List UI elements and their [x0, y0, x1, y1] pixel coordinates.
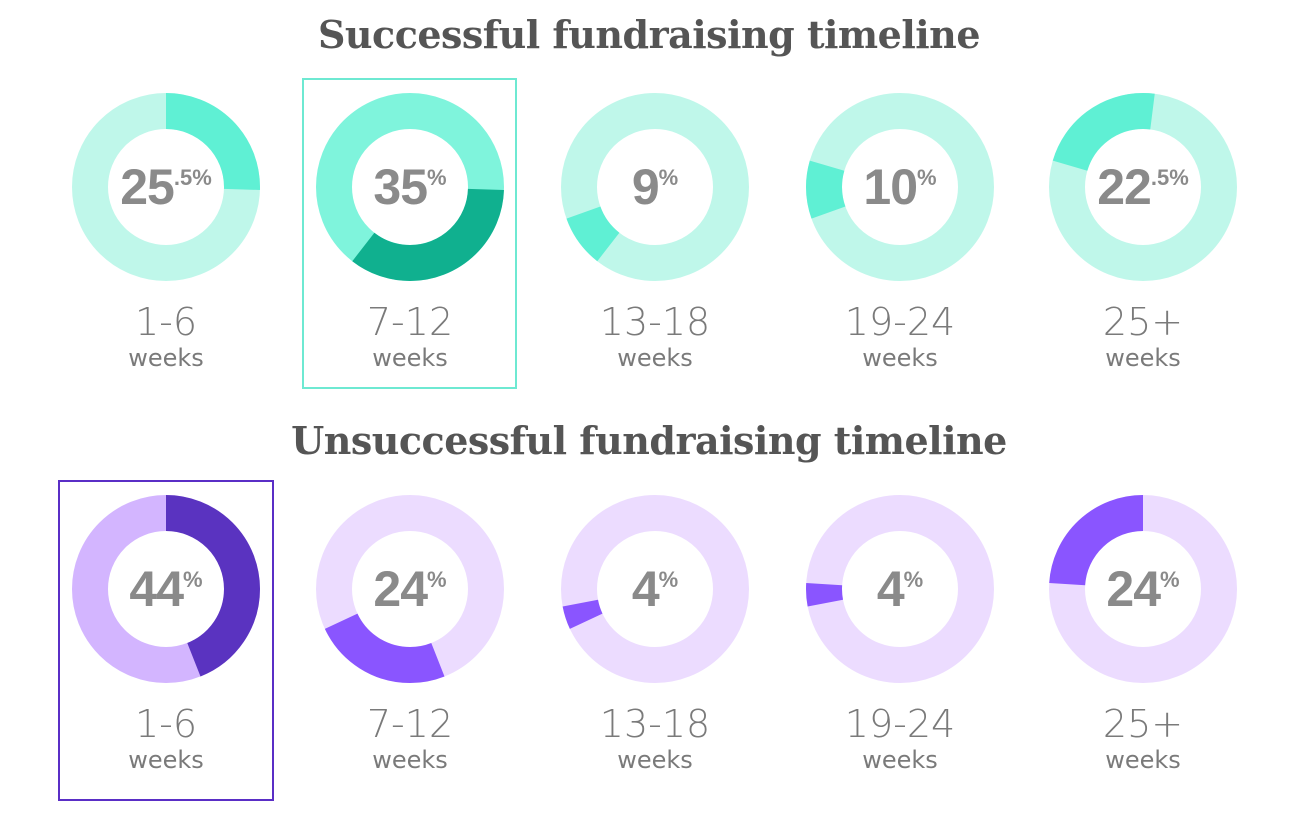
unsuccessful-donut-1 [316, 495, 504, 683]
successful-donut-segment-3 [806, 93, 994, 281]
unsuccessful-panel-1: 24% 7-12 weeks [315, 494, 505, 814]
unsuccessful-donut-track-3 [806, 495, 994, 683]
unsuccessful-range-label-1: 7-12 [366, 702, 454, 746]
successful-donut-segment-0 [72, 93, 260, 281]
successful-donut-track-2 [561, 93, 749, 281]
unsuccessful-range-label-2: 13-18 [599, 702, 711, 746]
unsuccessful-donut-segment-1 [316, 495, 504, 683]
successful-donut-segment-1 [316, 93, 504, 281]
chart-title-unsuccessful: Unsuccessful fundraising timeline [291, 418, 1007, 463]
unsuccessful-range-label-4: 25+ [1102, 702, 1184, 746]
unsuccessful-donut-0 [72, 495, 260, 683]
unsuccessful-highlight-box [58, 480, 274, 801]
successful-range-label-0: 1-6 [134, 300, 198, 344]
unsuccessful-donut-segment-0 [72, 495, 260, 683]
unsuccessful-donut-segment-3 [806, 495, 994, 683]
unsuccessful-donut-4 [1049, 495, 1237, 683]
successful-range-label-2: 13-18 [599, 300, 711, 344]
successful-range-label-3: 19-24 [844, 300, 956, 344]
unsuccessful-donut-track-4 [1049, 495, 1237, 683]
unsuccessful-donut-3 [806, 495, 994, 683]
successful-unit-label-4: weeks [1105, 344, 1181, 372]
unsuccessful-unit-label-2: weeks [617, 746, 693, 774]
unsuccessful-unit-label-0: weeks [128, 746, 204, 774]
chart-title-successful: Successful fundraising timeline [317, 12, 981, 57]
unsuccessful-donut-track-2 [561, 495, 749, 683]
successful-panel-0: 25.5% 1-6 weeks [71, 92, 261, 412]
unsuccessful-unit-label-1: weeks [372, 746, 448, 774]
successful-range-label-4: 25+ [1102, 300, 1184, 344]
successful-donut-segment-4 [1049, 93, 1237, 281]
successful-donut-3 [806, 93, 994, 281]
successful-range-label-1: 7-12 [366, 300, 454, 344]
successful-unit-label-0: weeks [128, 344, 204, 372]
unsuccessful-panel-4: 24% 25+ weeks [1048, 494, 1238, 814]
unsuccessful-range-label-3: 19-24 [844, 702, 956, 746]
unsuccessful-unit-label-4: weeks [1105, 746, 1181, 774]
unsuccessful-unit-label-3: weeks [862, 746, 938, 774]
unsuccessful-panel-3: 4% 19-24 weeks [805, 494, 995, 814]
successful-donut-4 [1049, 93, 1237, 281]
successful-unit-label-1: weeks [372, 344, 448, 372]
unsuccessful-range-label-0: 1-6 [134, 702, 198, 746]
unsuccessful-donut-2 [561, 495, 749, 683]
successful-donut-1 [316, 93, 504, 281]
unsuccessful-panel-2: 4% 13-18 weeks [560, 494, 750, 814]
successful-donut-track-3 [806, 93, 994, 281]
successful-panel-3: 10% 19-24 weeks [805, 92, 995, 412]
successful-highlight-box [302, 78, 517, 389]
successful-unit-label-3: weeks [862, 344, 938, 372]
successful-panel-2: 9% 13-18 weeks [560, 92, 750, 412]
successful-unit-label-2: weeks [617, 344, 693, 372]
successful-donut-2 [561, 93, 749, 281]
successful-donut-0 [72, 93, 260, 281]
successful-panel-4: 22.5% 25+ weeks [1048, 92, 1238, 412]
